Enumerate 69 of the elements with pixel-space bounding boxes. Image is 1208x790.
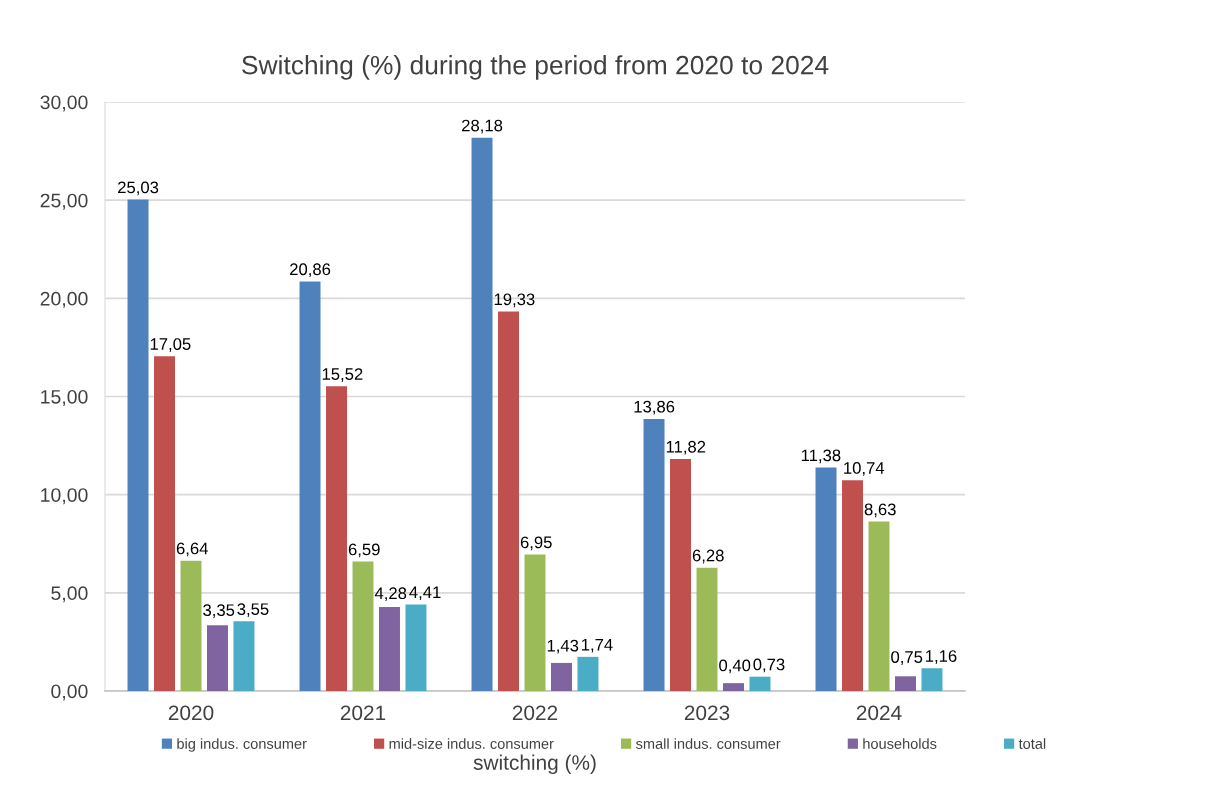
data-label: 28,18 [462, 119, 503, 134]
data-label: 10,74 [844, 462, 885, 476]
x-tick-label: 2024 [856, 705, 902, 721]
data-label: 0,40 [719, 659, 751, 674]
bar [127, 199, 149, 691]
legend-label: total [1018, 738, 1046, 749]
data-label: 6,64 [176, 542, 208, 557]
data-label: 3,55 [237, 603, 269, 617]
y-tick-label: 5,00 [51, 586, 88, 603]
legend-label: mid-size indus. consumer [389, 738, 554, 749]
data-label: 15,52 [322, 368, 363, 382]
bar [233, 621, 255, 691]
bar [723, 683, 744, 691]
bar [524, 554, 546, 691]
bar [670, 458, 691, 691]
data-label: 6,28 [692, 549, 724, 564]
data-label: 0,73 [753, 658, 785, 673]
bar [551, 662, 572, 691]
y-tick-label: 10,00 [41, 488, 88, 505]
data-label: 0,75 [891, 651, 923, 665]
y-tick-label: 25,00 [40, 193, 88, 210]
data-label: 4,41 [409, 586, 441, 601]
y-tick-label: 30,00 [40, 95, 88, 112]
bar [749, 676, 771, 691]
data-label: 1,16 [926, 650, 957, 664]
data-label: 1,43 [547, 639, 579, 654]
bar [895, 676, 916, 691]
legend-label: small indus. consumer [636, 738, 781, 749]
data-label: 3,35 [203, 604, 235, 618]
x-tick-label: 2020 [168, 705, 214, 721]
bar [207, 625, 228, 691]
bar [299, 281, 321, 691]
chart-title: Switching (%) during the period from 2020 to 2024 [242, 55, 829, 80]
y-tick-label: 20,00 [40, 291, 88, 308]
bar [577, 656, 599, 691]
bar [815, 467, 837, 691]
x-tick-label: 2023 [684, 705, 730, 721]
data-label: 11,82 [666, 440, 706, 455]
bar [696, 567, 718, 691]
bar [154, 356, 175, 691]
x-tick-label: 2022 [512, 705, 558, 721]
data-label: 13,86 [634, 400, 675, 415]
data-label: 17,05 [150, 338, 191, 352]
bar [326, 386, 347, 691]
data-label: 8,63 [864, 503, 896, 518]
x-axis-title: switching (%) [473, 754, 596, 775]
legend-label: households [863, 738, 937, 749]
bar [868, 521, 890, 691]
data-label: 11,38 [801, 449, 841, 464]
data-label: 1,74 [582, 638, 613, 653]
data-label: 6,95 [520, 536, 552, 551]
data-label: 20,86 [290, 263, 331, 278]
bar [498, 311, 519, 691]
data-label: 19,33 [494, 293, 535, 308]
y-tick-label: 15,00 [41, 389, 88, 407]
data-label: 25,03 [118, 181, 159, 196]
bar [842, 480, 863, 691]
legend-label: big indus. consumer [177, 738, 307, 752]
bar [643, 418, 665, 691]
bar [921, 668, 943, 691]
bar [379, 606, 400, 691]
x-tick-label: 2021 [340, 705, 386, 721]
data-label: 6,59 [348, 543, 380, 558]
bar [180, 560, 202, 691]
bar [471, 137, 493, 691]
bar [405, 604, 427, 691]
y-tick-label: 0,00 [51, 684, 88, 701]
data-label: 4,28 [374, 587, 407, 602]
bar [352, 561, 374, 691]
